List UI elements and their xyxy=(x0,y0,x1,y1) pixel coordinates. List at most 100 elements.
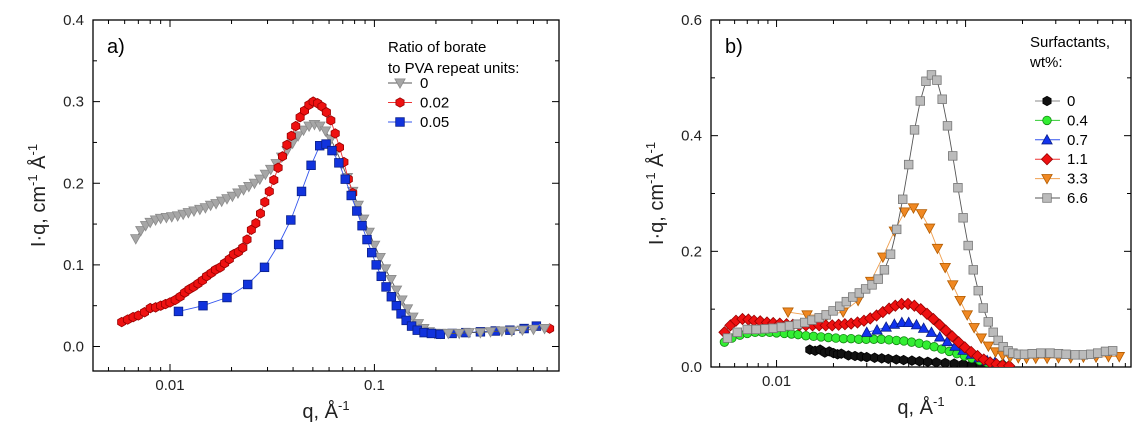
data-point xyxy=(222,292,232,303)
data-point xyxy=(334,158,344,168)
data-point xyxy=(264,164,277,176)
y-tick-label: 0.4 xyxy=(63,12,84,29)
data-point xyxy=(946,330,959,343)
data-point xyxy=(1027,348,1037,359)
data-point xyxy=(1045,348,1055,358)
data-point xyxy=(982,341,995,353)
data-point xyxy=(135,226,147,237)
data-point xyxy=(898,207,911,218)
data-point xyxy=(782,307,794,319)
data-point xyxy=(927,312,940,326)
data-point xyxy=(939,324,953,337)
data-point xyxy=(921,76,931,87)
data-point xyxy=(259,262,270,273)
y-tick-label: 0.4 xyxy=(681,128,702,145)
data-point xyxy=(933,330,946,342)
data-point xyxy=(376,271,386,282)
legend-title: wt%: xyxy=(1029,54,1063,71)
data-point xyxy=(248,178,261,190)
data-point xyxy=(286,215,296,225)
data-point xyxy=(793,329,803,340)
chart-panel-b: 0.01 0.1 0.0 0.2 0.4 0.6 q, Å-1 I·q, cm-1 Å-1 b)… xyxy=(643,12,1132,419)
data-point xyxy=(442,328,455,340)
legend-marker xyxy=(1041,133,1053,145)
series-extra-4 xyxy=(442,324,551,340)
data-point xyxy=(251,218,261,229)
data-point xyxy=(949,358,959,367)
data-point xyxy=(914,356,924,367)
data-point xyxy=(210,199,222,210)
x-axis-title: q, Å-1 xyxy=(897,394,944,419)
data-point xyxy=(937,94,947,104)
x-tick-label: 0.01 xyxy=(762,373,791,390)
data-point xyxy=(319,126,332,137)
data-point xyxy=(357,221,367,231)
data-point xyxy=(495,326,508,337)
data-point xyxy=(939,262,952,274)
data-point xyxy=(484,327,497,338)
data-point xyxy=(374,253,386,264)
data-point xyxy=(836,348,846,359)
data-point xyxy=(907,203,920,214)
plot-area xyxy=(117,96,555,340)
data-point xyxy=(253,174,266,186)
data-point xyxy=(977,353,990,366)
data-point xyxy=(901,297,915,311)
data-point xyxy=(942,121,953,131)
data-point xyxy=(931,243,944,255)
legend-title: Ratio of borate xyxy=(388,39,486,56)
data-point xyxy=(871,324,883,335)
y-tick-label: 0.2 xyxy=(681,243,702,260)
data-point xyxy=(321,107,331,118)
legend-entry: 1.1 xyxy=(1067,151,1088,168)
data-point xyxy=(915,209,928,220)
data-point xyxy=(971,349,984,363)
data-point xyxy=(964,345,978,359)
data-point xyxy=(385,275,397,286)
data-point xyxy=(362,234,372,245)
legend-entry: 3.3 xyxy=(1067,171,1088,188)
legend-title: Surfactants, xyxy=(1030,34,1110,51)
data-point xyxy=(923,356,933,367)
data-point xyxy=(784,321,795,331)
legend-entry: 0 xyxy=(420,75,428,92)
data-point xyxy=(516,325,529,337)
chart-panel-a: 0.01 0.1 0.0 0.1 0.2 0.3 0.4 q, Å-1 I·q, cm-1 Å-… xyxy=(25,12,560,423)
data-point xyxy=(1036,348,1046,358)
data-point xyxy=(426,328,437,339)
data-point xyxy=(129,234,142,245)
data-point xyxy=(242,234,252,245)
series-line xyxy=(448,328,545,334)
data-point xyxy=(915,96,925,106)
series-0.02 xyxy=(117,96,358,328)
data-point xyxy=(880,321,892,332)
data-point xyxy=(1002,359,1016,367)
series-0 xyxy=(805,344,1004,367)
x-axis-title: q, Å-1 xyxy=(302,398,349,423)
data-point xyxy=(463,328,475,339)
data-point xyxy=(327,145,337,156)
data-point xyxy=(873,274,883,284)
data-point xyxy=(396,309,406,319)
y-tick-label: 0.0 xyxy=(63,339,84,356)
data-point xyxy=(401,315,411,326)
data-point xyxy=(993,335,1003,346)
data-point xyxy=(961,310,974,321)
data-point xyxy=(264,186,274,197)
legend-marker xyxy=(395,97,405,108)
legend-entry: 0.7 xyxy=(1067,132,1088,149)
legend-marker xyxy=(1042,193,1052,203)
data-point xyxy=(352,206,362,216)
data-point xyxy=(926,70,937,80)
data-point xyxy=(321,139,331,149)
data-point xyxy=(978,303,988,313)
data-point xyxy=(527,324,540,336)
data-point xyxy=(352,200,365,212)
legend-marker xyxy=(1042,95,1052,107)
data-point xyxy=(983,317,993,327)
data-point xyxy=(1061,349,1071,359)
data-point xyxy=(371,260,381,270)
y-tick-label: 0.0 xyxy=(681,359,702,376)
data-point xyxy=(732,327,743,338)
